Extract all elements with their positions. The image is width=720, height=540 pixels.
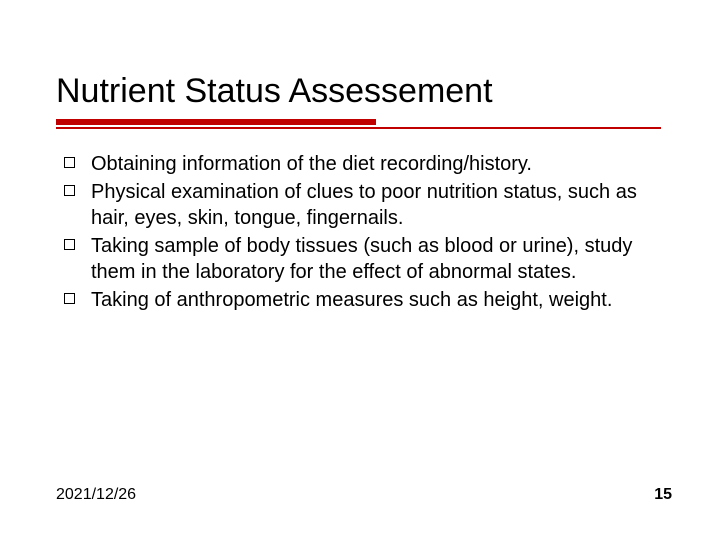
underline-thick-bar [56, 119, 376, 125]
square-bullet-icon [64, 239, 75, 250]
bullet-list: Obtaining information of the diet record… [56, 151, 672, 313]
bullet-item: Obtaining information of the diet record… [64, 151, 672, 177]
slide-footer: 2021/12/26 15 [56, 486, 672, 504]
footer-date: 2021/12/26 [56, 486, 136, 504]
bullet-text: Taking of anthropometric measures such a… [91, 287, 672, 313]
square-bullet-icon [64, 293, 75, 304]
square-bullet-icon [64, 157, 75, 168]
slide-title: Nutrient Status Assessement [56, 72, 672, 111]
bullet-text: Obtaining information of the diet record… [91, 151, 672, 177]
bullet-text: Physical examination of clues to poor nu… [91, 179, 672, 231]
bullet-item: Physical examination of clues to poor nu… [64, 179, 672, 231]
bullet-item: Taking sample of body tissues (such as b… [64, 233, 672, 285]
footer-page-number: 15 [654, 486, 672, 504]
square-bullet-icon [64, 185, 75, 196]
bullet-item: Taking of anthropometric measures such a… [64, 287, 672, 313]
underline-thin-bar [56, 127, 661, 129]
title-underline [56, 119, 672, 129]
slide-container: Nutrient Status Assessement Obtaining in… [0, 0, 720, 540]
bullet-text: Taking sample of body tissues (such as b… [91, 233, 672, 285]
